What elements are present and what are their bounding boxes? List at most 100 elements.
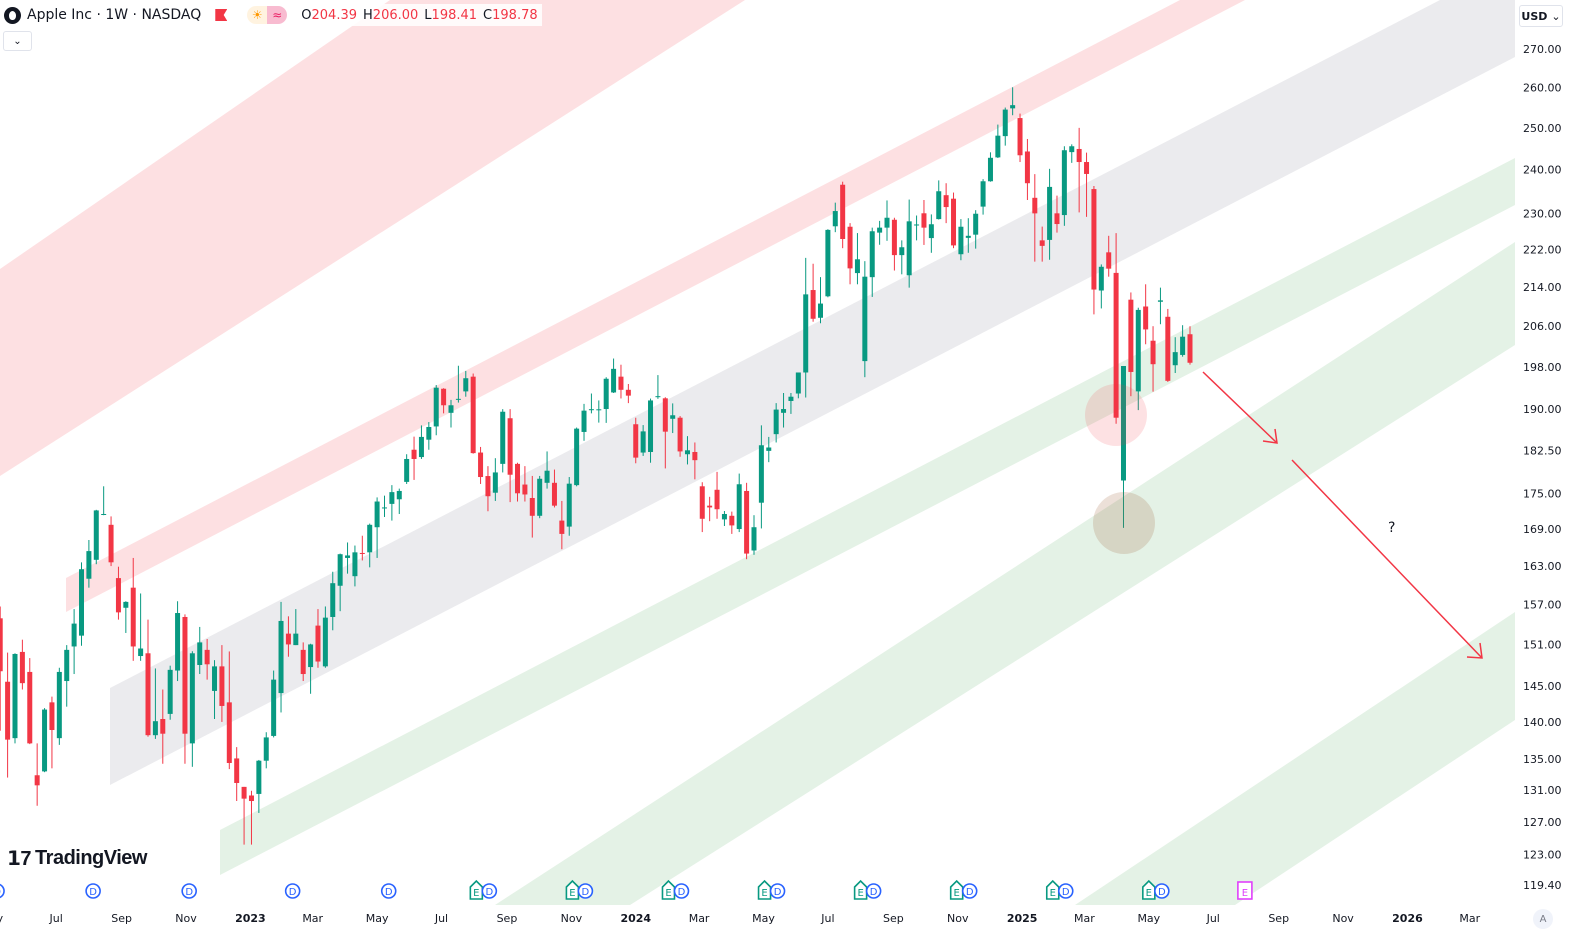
candle[interactable]	[426, 422, 432, 450]
candle[interactable]	[588, 393, 594, 414]
candle[interactable]	[951, 192, 957, 249]
red-channel-band-upper[interactable]	[0, 0, 745, 476]
candle[interactable]	[744, 482, 750, 560]
candle[interactable]	[729, 511, 735, 534]
symbol-legend[interactable]: Apple Inc · 1W · NASDAQ ☀ ≈ O204.39 H206…	[4, 4, 542, 26]
candle[interactable]	[1039, 226, 1045, 262]
candle[interactable]	[611, 358, 617, 393]
candle[interactable]	[71, 609, 77, 675]
arrow-1[interactable]	[1202, 371, 1278, 444]
candle[interactable]	[1076, 127, 1082, 213]
candle[interactable]	[167, 665, 173, 720]
candle[interactable]	[271, 670, 277, 738]
candle[interactable]	[455, 365, 461, 403]
candle[interactable]	[596, 400, 602, 423]
collapse-legend-button[interactable]: ⌄	[3, 31, 32, 51]
dividend-marker[interactable]: D	[284, 883, 301, 899]
grey-channel-band[interactable]	[110, 0, 1515, 785]
candle[interactable]	[485, 466, 491, 512]
candle[interactable]	[27, 658, 33, 745]
earnings-marker[interactable]: E	[1237, 881, 1253, 900]
candle[interactable]	[1180, 325, 1186, 357]
price-axis[interactable]: 270.00 260.00 250.00 240.00 230.00 222.00 214.…	[1515, 0, 1583, 937]
candle[interactable]	[337, 553, 343, 612]
candle[interactable]	[943, 183, 949, 224]
candle[interactable]	[707, 496, 713, 522]
candle[interactable]	[810, 263, 816, 322]
candle[interactable]	[212, 660, 218, 720]
candle[interactable]	[847, 223, 853, 285]
candle[interactable]	[175, 601, 181, 682]
arrow-2[interactable]	[1291, 459, 1483, 659]
candle[interactable]	[418, 425, 424, 459]
dividend-marker[interactable]: D	[481, 883, 498, 899]
dividend-marker[interactable]: D	[673, 883, 690, 899]
candle[interactable]	[1187, 326, 1193, 365]
candle[interactable]	[625, 383, 631, 404]
candle[interactable]	[1002, 107, 1008, 146]
earnings-marker[interactable]: E	[661, 879, 676, 900]
candle[interactable]	[352, 545, 358, 587]
candle[interactable]	[692, 442, 698, 480]
session-badges[interactable]: ☀ ≈	[247, 6, 288, 24]
candle[interactable]	[781, 392, 787, 428]
candle[interactable]	[1157, 287, 1163, 325]
candle[interactable]	[1150, 326, 1156, 392]
candle[interactable]	[721, 511, 727, 527]
candle[interactable]	[1106, 235, 1112, 277]
candle[interactable]	[0, 606, 3, 731]
candle[interactable]	[788, 392, 794, 414]
candle[interactable]	[345, 542, 351, 574]
candle[interactable]	[256, 759, 262, 813]
candle[interactable]	[965, 218, 971, 253]
candle[interactable]	[507, 409, 513, 503]
candle[interactable]	[537, 475, 543, 519]
currency-button[interactable]: USD ⌄	[1519, 5, 1563, 27]
candle[interactable]	[818, 277, 823, 324]
candle[interactable]	[529, 475, 535, 538]
candle[interactable]	[581, 403, 587, 441]
candle[interactable]	[182, 614, 188, 764]
candle[interactable]	[411, 436, 417, 480]
candle[interactable]	[795, 372, 801, 399]
candle[interactable]	[515, 462, 521, 502]
candle[interactable]	[56, 667, 62, 745]
candle[interactable]	[1010, 87, 1016, 116]
candle[interactable]	[138, 593, 144, 661]
candle[interactable]	[862, 261, 868, 378]
candle[interactable]	[758, 425, 764, 529]
dividend-marker[interactable]: D	[769, 883, 786, 899]
candle[interactable]	[322, 606, 328, 668]
candle[interactable]	[921, 200, 927, 245]
candle[interactable]	[330, 571, 336, 631]
dividend-marker[interactable]: D	[85, 883, 101, 899]
candle[interactable]	[308, 643, 314, 694]
candle[interactable]	[1113, 233, 1119, 424]
time-axis[interactable]: May Jul Sep Nov 2023 Mar May Jul Sep Nov 2024 Mar Ma…	[0, 905, 1515, 937]
candle[interactable]	[79, 562, 84, 646]
candle[interactable]	[574, 427, 580, 487]
candle[interactable]	[670, 403, 676, 434]
candle[interactable]	[381, 495, 387, 517]
candle[interactable]	[1047, 168, 1053, 260]
flag-icon[interactable]	[215, 9, 228, 21]
earnings-marker[interactable]: E	[853, 879, 868, 900]
candle[interactable]	[448, 399, 454, 428]
candle[interactable]	[995, 124, 1001, 159]
candle[interactable]	[899, 240, 905, 275]
candle[interactable]	[640, 425, 646, 456]
dividend-marker[interactable]: D	[1154, 883, 1170, 899]
dividend-marker[interactable]: D	[181, 883, 197, 899]
question-annotation[interactable]: ?	[1388, 520, 1395, 536]
red-channel-band[interactable]	[66, 0, 1245, 612]
candle[interactable]	[684, 436, 690, 465]
dividend-marker[interactable]: D	[577, 883, 594, 899]
candle[interactable]	[404, 454, 410, 484]
candle[interactable]	[300, 642, 306, 682]
candle[interactable]	[677, 416, 683, 457]
candle[interactable]	[699, 482, 705, 533]
candle[interactable]	[152, 668, 158, 739]
candle[interactable]	[958, 219, 964, 261]
dividend-marker[interactable]: D	[865, 883, 882, 899]
candle[interactable]	[293, 609, 299, 646]
